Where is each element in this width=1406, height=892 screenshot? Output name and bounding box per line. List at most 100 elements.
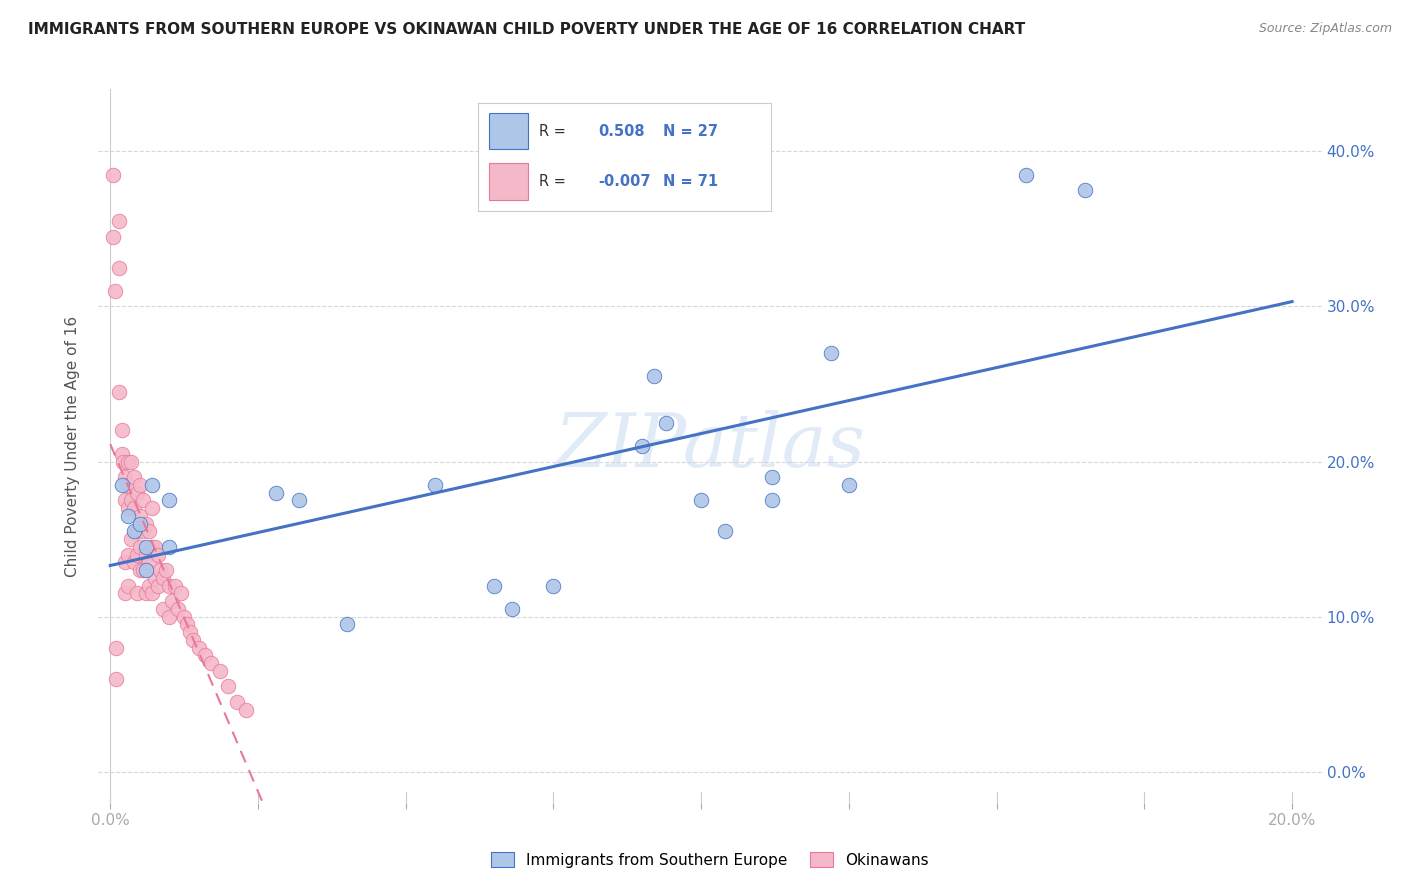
Point xyxy=(138,524,160,539)
Point xyxy=(117,501,139,516)
Point xyxy=(165,579,187,593)
Point xyxy=(820,346,842,360)
Point xyxy=(111,477,134,491)
Point xyxy=(122,524,145,539)
Point xyxy=(761,493,783,508)
Point xyxy=(128,516,150,531)
Point xyxy=(114,555,136,569)
Point xyxy=(122,470,145,484)
Text: ZIPatlas: ZIPatlas xyxy=(554,409,866,483)
Point xyxy=(141,586,163,600)
Point xyxy=(117,454,139,468)
Point xyxy=(105,672,128,686)
Point xyxy=(501,602,523,616)
Point xyxy=(125,524,148,539)
Point xyxy=(152,571,174,585)
Point xyxy=(155,563,177,577)
Point xyxy=(120,493,142,508)
Point xyxy=(138,579,160,593)
Point xyxy=(114,586,136,600)
Point xyxy=(146,548,169,562)
Point xyxy=(108,384,131,399)
Point xyxy=(132,563,155,577)
Y-axis label: Child Poverty Under the Age of 16: Child Poverty Under the Age of 16 xyxy=(65,316,80,576)
Point xyxy=(135,516,157,531)
Point xyxy=(187,640,209,655)
Point xyxy=(643,369,665,384)
Point xyxy=(690,493,713,508)
Point xyxy=(112,454,135,468)
Point xyxy=(179,625,201,640)
Point xyxy=(103,229,125,244)
Point xyxy=(135,586,157,600)
Point xyxy=(105,640,128,655)
Point xyxy=(208,664,231,678)
Point xyxy=(838,477,860,491)
Point xyxy=(103,168,125,182)
Point xyxy=(194,648,217,663)
Point xyxy=(114,493,136,508)
Point xyxy=(108,214,131,228)
Point xyxy=(122,501,145,516)
Point xyxy=(120,454,142,468)
Point xyxy=(143,571,166,585)
Point xyxy=(1074,183,1097,197)
Point xyxy=(141,477,163,491)
Point xyxy=(176,617,198,632)
Point xyxy=(135,563,157,577)
Point xyxy=(104,284,127,298)
Point xyxy=(1015,168,1038,182)
Text: IMMIGRANTS FROM SOUTHERN EUROPE VS OKINAWAN CHILD POVERTY UNDER THE AGE OF 16 CO: IMMIGRANTS FROM SOUTHERN EUROPE VS OKINA… xyxy=(28,22,1025,37)
Text: Source: ZipAtlas.com: Source: ZipAtlas.com xyxy=(1258,22,1392,36)
Point xyxy=(120,532,142,546)
Point xyxy=(425,477,447,491)
Point xyxy=(631,439,654,453)
Legend: Immigrants from Southern Europe, Okinawans: Immigrants from Southern Europe, Okinawa… xyxy=(485,846,935,873)
Point xyxy=(141,540,163,554)
Point xyxy=(336,617,359,632)
Point xyxy=(264,485,287,500)
Point xyxy=(117,548,139,562)
Point xyxy=(157,493,180,508)
Point xyxy=(108,260,131,275)
Point xyxy=(143,540,166,554)
Point xyxy=(654,416,676,430)
Point xyxy=(761,470,783,484)
Point xyxy=(162,594,184,608)
Point xyxy=(125,485,148,500)
Point xyxy=(181,632,204,647)
Point xyxy=(128,540,150,554)
Point xyxy=(235,703,257,717)
Point xyxy=(141,501,163,516)
Point xyxy=(138,555,160,569)
Point xyxy=(173,609,195,624)
Point xyxy=(543,579,565,593)
Point xyxy=(117,508,139,523)
Point xyxy=(117,579,139,593)
Point xyxy=(146,579,169,593)
Point xyxy=(170,586,193,600)
Point xyxy=(122,555,145,569)
Point xyxy=(157,609,180,624)
Point xyxy=(128,477,150,491)
Point xyxy=(484,579,506,593)
Point xyxy=(226,695,249,709)
Point xyxy=(117,477,139,491)
Point xyxy=(128,508,150,523)
Point xyxy=(157,540,180,554)
Point xyxy=(111,424,134,438)
Point xyxy=(125,586,148,600)
Point xyxy=(132,493,155,508)
Point xyxy=(135,540,157,554)
Point xyxy=(714,524,737,539)
Point xyxy=(157,579,180,593)
Point xyxy=(152,602,174,616)
Point xyxy=(167,602,190,616)
Point xyxy=(125,548,148,562)
Point xyxy=(200,656,222,670)
Point xyxy=(128,563,150,577)
Point xyxy=(135,548,157,562)
Point xyxy=(114,470,136,484)
Point xyxy=(217,680,239,694)
Point xyxy=(149,563,172,577)
